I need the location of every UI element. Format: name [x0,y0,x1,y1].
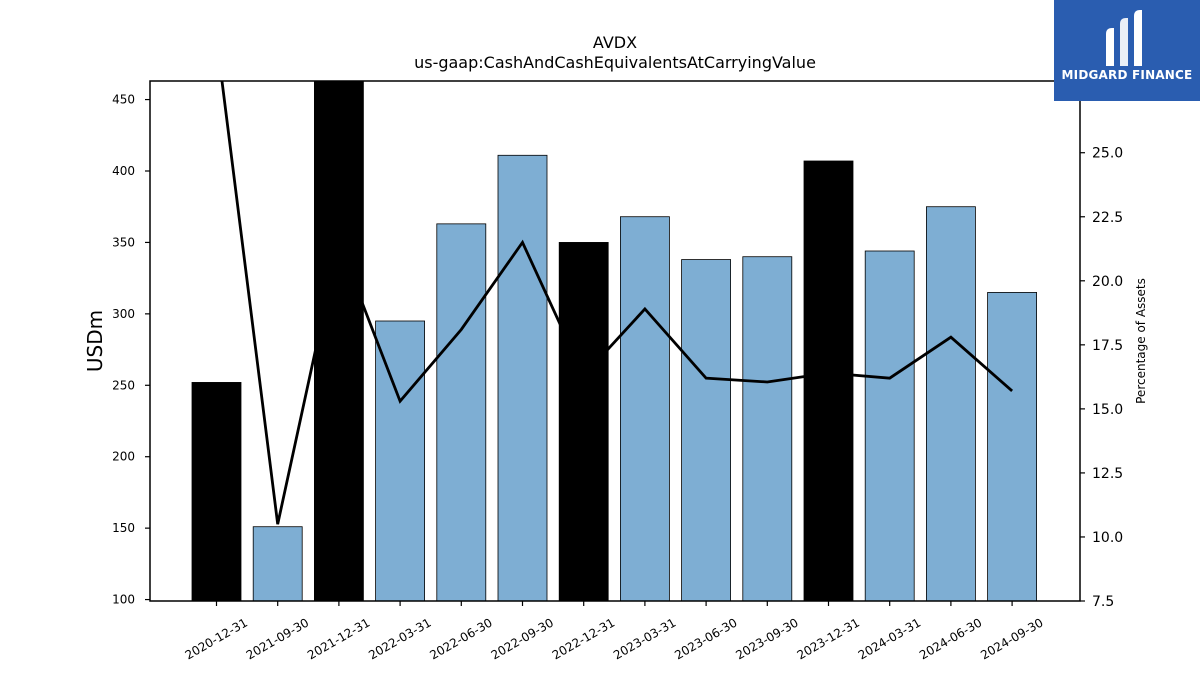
y-axis-label: USDm [83,310,107,372]
x-tick-label: 2022-06-30 [427,615,494,662]
logo-text: MIDGARD FINANCE [1061,68,1193,82]
y2-tick-label: 25.0 [1092,146,1123,162]
x-tick-label: 2023-12-31 [795,615,862,662]
x-axis: 2020-12-312021-09-302021-12-312022-03-31… [183,601,1046,662]
bar [803,160,854,602]
x-tick-label: 2023-09-30 [733,615,800,662]
chart-subtitle: us-gaap:CashAndCashEquivalentsAtCarrying… [414,53,816,72]
x-tick-label: 2024-09-30 [978,615,1045,662]
bar [681,259,731,602]
y-tick-label: 350 [112,235,135,249]
line-path [220,81,1014,525]
x-tick-label: 2021-09-30 [244,615,311,662]
y2-tick-label: 7.5 [1092,594,1114,610]
chart-title: AVDX [593,33,637,52]
y-axis-left: 100 150 200 250 300 350 400 450 [112,93,150,607]
bar-series [191,80,1037,602]
bar [742,256,793,602]
y-tick-label: 200 [112,450,135,464]
bar [313,80,364,602]
y-tick-label: 450 [112,93,135,107]
y2-tick-label: 20.0 [1092,274,1123,290]
bar [987,292,1037,602]
y-tick-label: 400 [112,164,135,178]
bar [436,223,487,602]
x-tick-label: 2021-12-31 [305,615,372,662]
y-tick-label: 150 [112,521,135,535]
bar [558,242,609,602]
y2-tick-label: 15.0 [1092,402,1123,418]
bar [926,206,976,602]
y-tick-label: 100 [112,593,135,607]
x-tick-label: 2022-12-31 [550,615,617,662]
y-axis-right: 7.5 10.0 12.5 15.0 17.5 20.0 22.5 25.0 [1080,146,1123,610]
y2-axis-label: Percentage of Assets [1134,278,1148,404]
x-tick-label: 2024-06-30 [917,615,984,662]
line-series [220,81,1014,525]
y2-tick-label: 22.5 [1092,210,1123,226]
x-tick-label: 2022-03-31 [366,615,433,662]
bar [620,216,670,602]
x-tick-label: 2023-03-31 [611,615,678,662]
x-tick-label: 2022-09-30 [489,615,556,662]
y-tick-label: 300 [112,307,135,321]
y2-tick-label: 12.5 [1092,466,1123,482]
y2-tick-label: 17.5 [1092,338,1123,354]
y-tick-label: 250 [112,378,135,392]
plot-frame [149,80,1081,602]
x-tick-label: 2020-12-31 [183,615,250,662]
bar [864,250,915,602]
logo-mark-icon [1106,10,1142,66]
bar [191,382,242,602]
bar [252,526,303,602]
brand-logo: MIDGARD FINANCE [1054,0,1200,101]
bar [375,320,426,602]
x-tick-label: 2023-06-30 [672,615,739,662]
y2-tick-label: 10.0 [1092,530,1123,546]
bar [497,154,548,602]
x-tick-label: 2024-03-31 [856,615,923,662]
